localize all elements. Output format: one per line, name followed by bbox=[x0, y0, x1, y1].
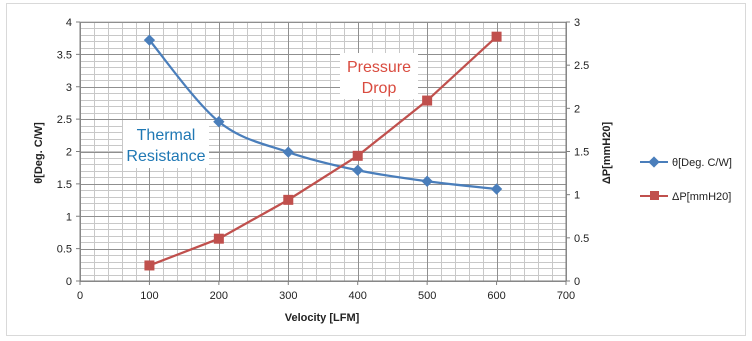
y-right-tick-label: 2.5 bbox=[574, 60, 589, 72]
y-right-tick-label: 1 bbox=[574, 190, 580, 202]
x-tick-label: 300 bbox=[279, 290, 297, 302]
y-left-tick-label: 2 bbox=[66, 147, 72, 159]
y-left-axis-title: θ[Deg. C/W] bbox=[33, 122, 45, 184]
y-left-tick-label: 3.5 bbox=[57, 49, 72, 61]
y-right-tick-label: 1.5 bbox=[574, 147, 589, 159]
data-point-dp bbox=[352, 150, 363, 161]
x-tick-label: 500 bbox=[418, 290, 436, 302]
grid-layer bbox=[79, 21, 567, 282]
annotation-thermal: Thermal Resistance bbox=[123, 120, 209, 168]
y-left-tick-label: 1.5 bbox=[57, 179, 72, 191]
y-right-tick-label: 2 bbox=[574, 103, 580, 115]
data-point-dp bbox=[422, 95, 433, 106]
data-point-dp bbox=[491, 31, 502, 42]
legend-label-theta: θ[Deg. C/W] bbox=[672, 157, 732, 169]
data-point-theta bbox=[421, 175, 433, 187]
legend-label-dp: ΔP[mmH20] bbox=[672, 191, 731, 203]
y-left-tick-label: 1 bbox=[66, 211, 72, 223]
series-line-dp bbox=[149, 35, 498, 267]
data-point-dp bbox=[213, 233, 224, 244]
legend-marker-theta bbox=[648, 156, 660, 168]
data-point-theta bbox=[490, 183, 503, 195]
y-right-tick-label: 0.5 bbox=[574, 233, 589, 245]
annotation-pressure-line1: Pressure bbox=[347, 59, 411, 76]
data-point-theta bbox=[352, 164, 364, 176]
axis-layer: 0 100 200 300 400 500 600 700 0 0.5 1 1.5 2 2.5 3 3.5 4 0… bbox=[57, 17, 590, 302]
x-tick-label: 0 bbox=[77, 290, 83, 302]
x-tick-label: 400 bbox=[349, 290, 367, 302]
x-tick-label: 700 bbox=[557, 290, 575, 302]
x-tick-label: 600 bbox=[487, 290, 505, 302]
legend: θ[Deg. C/W] ΔP[mmH20] bbox=[640, 156, 732, 203]
annotation-pressure-line2: Drop bbox=[362, 80, 397, 97]
data-point-dp bbox=[144, 260, 155, 271]
annotation-pressure: Pressure Drop bbox=[340, 53, 418, 99]
y-left-tick-label: 0.5 bbox=[57, 244, 72, 256]
data-point-theta bbox=[143, 34, 156, 46]
series-layer bbox=[143, 31, 503, 271]
x-tick-label: 100 bbox=[140, 290, 158, 302]
x-tick-label: 200 bbox=[210, 290, 228, 302]
legend-marker-dp bbox=[650, 191, 659, 200]
y-left-tick-label: 2.5 bbox=[57, 114, 72, 126]
x-axis-title: Velocity [LFM] bbox=[285, 312, 360, 324]
y-left-tick-label: 0 bbox=[66, 276, 72, 288]
annotation-thermal-line1: Thermal bbox=[137, 127, 196, 144]
annotation-pressure-bg bbox=[340, 53, 418, 99]
y-right-tick-label: 3 bbox=[574, 17, 580, 29]
y-left-tick-label: 3 bbox=[66, 82, 72, 94]
annotation-thermal-bg bbox=[123, 120, 209, 168]
annotation-thermal-line2: Resistance bbox=[126, 148, 205, 165]
y-right-axis-title: ΔP[mmH20] bbox=[601, 122, 613, 185]
y-left-tick-label: 4 bbox=[66, 17, 72, 29]
y-right-tick-label: 0 bbox=[574, 276, 580, 288]
data-point-dp bbox=[283, 194, 294, 205]
data-point-theta bbox=[282, 146, 294, 158]
